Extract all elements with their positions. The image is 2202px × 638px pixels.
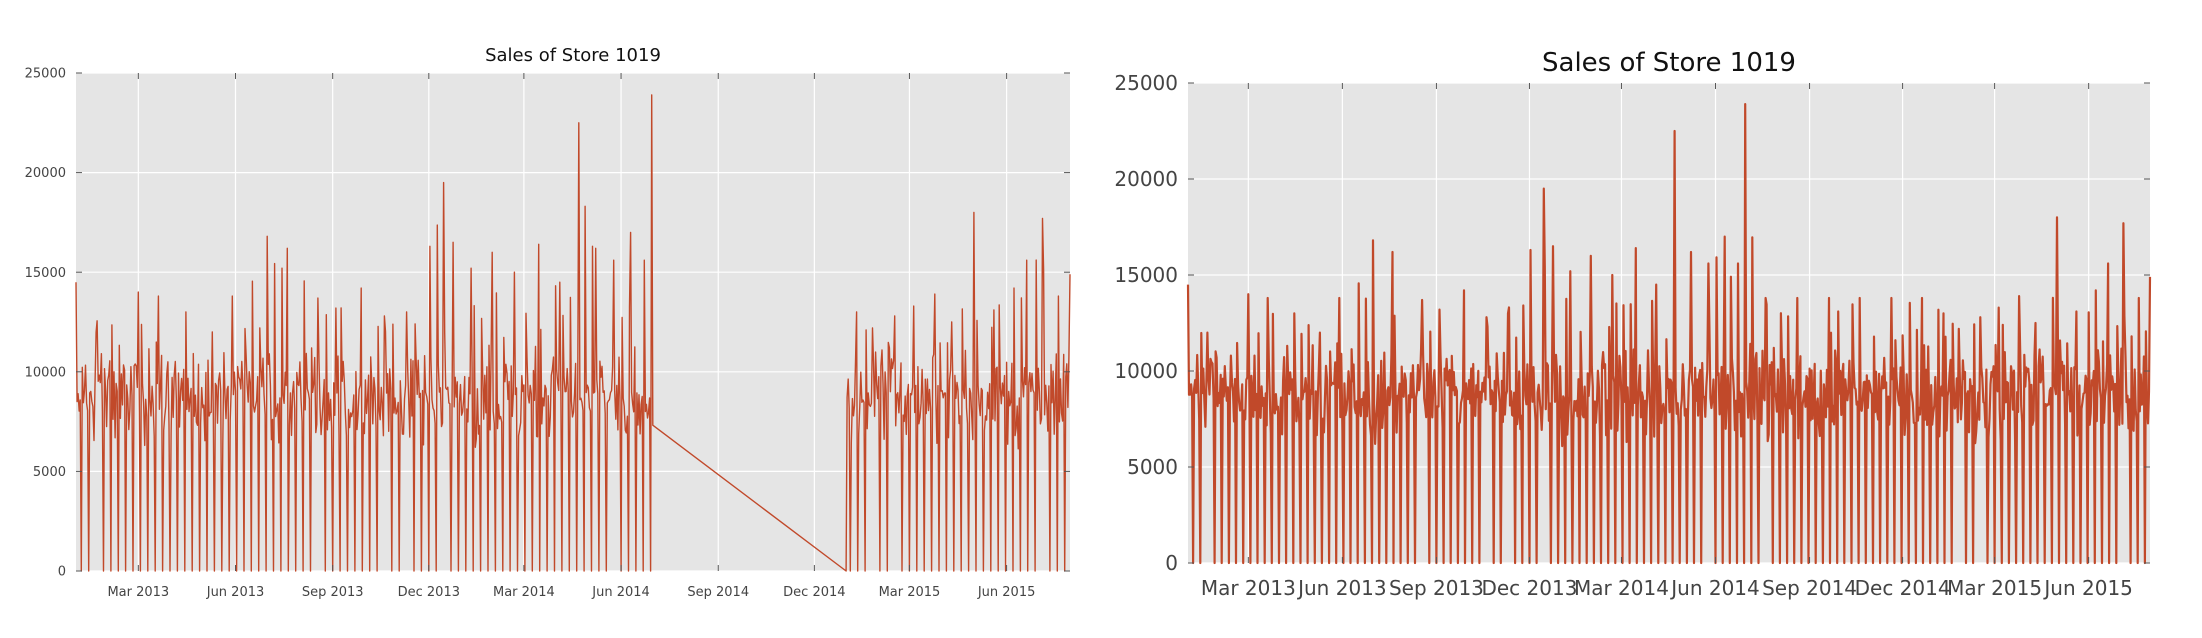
x-tick-label: Mar 2013 [107, 585, 169, 600]
plot-area [1188, 83, 2150, 563]
x-tick-label: Mar 2015 [1947, 576, 2042, 600]
series-line [1186, 103, 2152, 565]
x-tick-label: Sep 2013 [1389, 576, 1484, 600]
plot-area [76, 73, 1070, 571]
y-tick-label: 0 [58, 565, 66, 580]
x-tick-label: Mar 2014 [1574, 576, 1669, 600]
y-tick-label: 10000 [25, 365, 66, 380]
x-tick-label: Mar 2015 [879, 585, 941, 600]
x-tick-label: Dec 2013 [398, 585, 460, 600]
chart-title: Sales of Store 1019 [1542, 48, 1796, 78]
y-tick-label: 10000 [1114, 359, 1178, 383]
chart-title: Sales of Store 1019 [485, 45, 661, 66]
x-tick-label: Jun 2015 [977, 585, 1036, 600]
y-tick-label: 25000 [1114, 71, 1178, 95]
x-tick-label: Jun 2013 [206, 585, 265, 600]
x-tick-label: Jun 2013 [1296, 576, 1387, 600]
x-tick-label: Sep 2014 [1762, 576, 1857, 600]
y-tick-label: 5000 [1127, 455, 1178, 479]
x-tick-label: Jun 2014 [591, 585, 650, 600]
series-line [75, 94, 1071, 572]
y-tick-label: 15000 [25, 266, 66, 281]
x-tick-label: Jun 2014 [1669, 576, 1760, 600]
y-tick-label: 15000 [1114, 263, 1178, 287]
x-tick-label: Dec 2013 [1481, 576, 1577, 600]
x-tick-label: Dec 2014 [1855, 576, 1951, 600]
y-tick-label: 20000 [1114, 167, 1178, 191]
sales-chart-left: 0 5000 10000 15000 20000 25000 Mar 2013 Jun 201… [25, 45, 1071, 600]
x-tick-label: Sep 2013 [302, 585, 364, 600]
x-tick-label: Dec 2014 [783, 585, 845, 600]
y-tick-label: 5000 [33, 465, 66, 480]
y-tick-label: 25000 [25, 67, 66, 82]
x-tick-label: Sep 2014 [687, 585, 749, 600]
y-tick-label: 0 [1165, 551, 1178, 575]
y-tick-label: 20000 [25, 166, 66, 181]
x-tick-label: Jun 2015 [2042, 576, 2133, 600]
x-tick-label: Mar 2014 [493, 585, 555, 600]
x-tick-label: Mar 2013 [1201, 576, 1296, 600]
